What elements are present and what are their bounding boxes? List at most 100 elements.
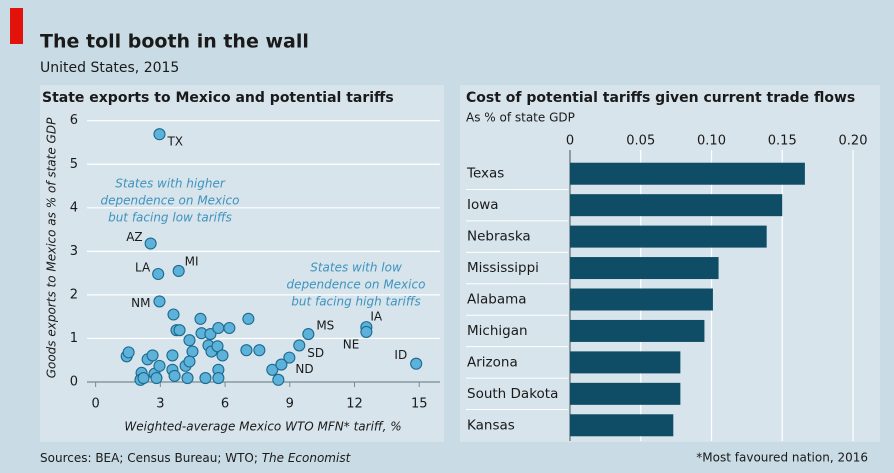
scatter-point	[253, 344, 266, 357]
x-axis-label: Weighted-average Mexico WTO MFN* tariff,…	[124, 420, 401, 434]
right-panel-title: Cost of potential tariffs given current …	[466, 90, 855, 106]
scatter-point	[199, 372, 212, 385]
point-label: TX	[166, 135, 183, 149]
x-tick-label: 9	[286, 397, 294, 412]
bar	[570, 351, 681, 374]
scatter-point	[186, 345, 199, 358]
scatter-point	[410, 357, 423, 370]
scatter-point	[153, 295, 166, 308]
right-panel-subtitle: As % of state GDP	[466, 111, 575, 125]
scatter-point	[144, 237, 157, 250]
category-label: Mississippi	[467, 260, 539, 276]
subtitle: United States, 2015	[40, 60, 179, 76]
scatter-point	[272, 373, 285, 386]
scatter-point	[152, 267, 165, 281]
left-panel-title: State exports to Mexico and potential ta…	[42, 90, 394, 106]
scatter-point	[212, 372, 225, 385]
x-tick-label: 0	[566, 134, 574, 149]
y-tick-label: 6	[70, 113, 78, 128]
sources-publication: The Economist	[262, 451, 352, 465]
annotation: but facing high tariffs	[291, 295, 421, 309]
category-label: Iowa	[467, 197, 499, 213]
annotation: dependence on Mexico	[287, 278, 426, 292]
y-tick-label: 1	[70, 331, 78, 346]
point-label: LA	[135, 261, 151, 275]
scatter-point	[293, 339, 306, 352]
sources-text: Sources: BEA; Census Bureau; WTO;	[40, 451, 262, 465]
scatter-point	[211, 340, 224, 353]
scatter-point	[181, 372, 194, 385]
bar	[570, 319, 705, 342]
category-label: South Dakota	[467, 386, 558, 402]
annotation: but facing low tariffs	[108, 211, 232, 225]
scatter-point	[183, 355, 196, 368]
point-label: ID	[394, 348, 407, 362]
y-tick-label: 0	[70, 375, 78, 390]
scatter-point	[242, 312, 255, 325]
scatter-point	[204, 328, 217, 341]
bar	[570, 194, 783, 217]
category-label: Nebraska	[467, 229, 531, 245]
x-tick-label: 0.15	[768, 134, 797, 149]
bar	[570, 382, 681, 405]
scatter-point	[216, 349, 229, 362]
annotation: States with low	[310, 261, 402, 275]
bar	[570, 257, 719, 280]
scatter-point	[223, 321, 236, 335]
scatter-point	[266, 363, 279, 376]
x-tick-label: 0	[91, 397, 99, 412]
scatter-point	[168, 369, 181, 382]
x-tick-label: 0.10	[697, 134, 726, 149]
scatter-point	[150, 372, 163, 385]
scatter-point	[122, 346, 135, 359]
category-label: Kansas	[467, 417, 515, 433]
category-label: Arizona	[467, 354, 518, 370]
point-label: MS	[316, 319, 334, 333]
red-tag	[10, 8, 23, 44]
x-tick-label: 12	[346, 397, 363, 412]
scatter-point	[283, 351, 296, 364]
scatter-point	[183, 334, 196, 347]
point-label: NM	[131, 296, 150, 310]
y-tick-label: 5	[70, 157, 78, 172]
scatter-point	[146, 349, 159, 362]
point-label: SD	[307, 346, 324, 360]
point-label: NE	[343, 337, 360, 351]
point-label: IA	[370, 310, 383, 324]
scatter-point	[166, 349, 179, 362]
y-axis-label: Goods exports to Mexico as % of state GD…	[45, 117, 59, 378]
x-tick-label: 3	[156, 397, 164, 412]
y-tick-label: 3	[70, 244, 78, 259]
scatter-point	[275, 358, 288, 371]
x-tick-label: 0.05	[626, 134, 655, 149]
bar	[570, 225, 767, 248]
bar	[570, 162, 805, 185]
bar	[570, 414, 674, 437]
title: The toll booth in the wall	[40, 31, 309, 53]
scatter-point	[360, 325, 373, 338]
scatter-point	[194, 312, 207, 325]
y-tick-label: 4	[70, 200, 78, 215]
point-label: AZ	[126, 230, 142, 244]
point-label: MI	[185, 254, 199, 268]
scatter-point	[167, 308, 180, 321]
scatter-point	[137, 372, 150, 385]
scatter-point	[173, 324, 186, 337]
y-tick-label: 2	[70, 287, 78, 302]
scatter-point	[153, 128, 166, 141]
scatter-point	[172, 264, 185, 278]
point-label: ND	[295, 362, 313, 376]
x-tick-label: 6	[221, 397, 229, 412]
annotation: States with higher	[115, 177, 226, 191]
category-label: Texas	[466, 166, 504, 182]
scatter-point	[212, 321, 225, 335]
x-tick-label: 15	[411, 397, 428, 412]
x-tick-label: 0.20	[839, 134, 868, 149]
scatter-point	[302, 328, 315, 341]
scatter-point	[153, 359, 166, 372]
scatter-point	[240, 344, 253, 357]
bar	[570, 288, 713, 311]
footnote: *Most favoured nation, 2016	[696, 451, 868, 465]
annotation: dependence on Mexico	[101, 194, 240, 208]
